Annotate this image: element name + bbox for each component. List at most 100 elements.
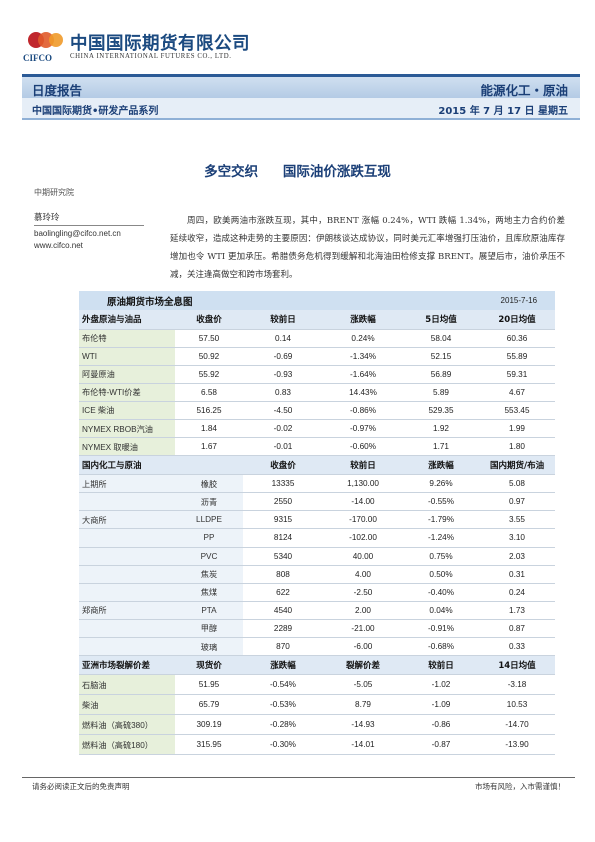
report-series: 中国国际期货•研发产品系列: [32, 106, 159, 117]
table-cell: 58.04: [403, 329, 480, 348]
table-cell: 52.15: [403, 347, 480, 366]
exchange-label: [79, 637, 175, 657]
section3-header-cell: 现货价: [175, 655, 243, 676]
table-cell: 0.14: [243, 329, 323, 348]
table-cell: 2289: [243, 619, 323, 639]
table-cell: -3.18: [479, 674, 556, 696]
summary-paragraph: 周四，欧美两油市涨跌互现，其中，BRENT 涨幅 0.24%，WTI 跌幅 1.…: [170, 216, 565, 280]
table-cell: 1.67: [175, 437, 243, 457]
product-label: PTA: [175, 601, 243, 620]
table-cell: 0.75%: [403, 547, 480, 566]
footer-divider: [22, 777, 575, 778]
product-label: 焦炭: [175, 565, 243, 584]
row-label: WTI: [79, 347, 175, 366]
table-row: 郑商所 PTA 4540 2.00 0.04% 1.73: [79, 601, 556, 620]
table-cell: 6.58: [175, 383, 243, 402]
product-label: 玻璃: [175, 637, 243, 657]
table-cell: 9315: [243, 510, 323, 530]
section1-header-cell: 20日均值: [479, 310, 556, 330]
company-name-en: CHINA INTERNATIONAL FUTURES CO., LTD.: [70, 53, 232, 60]
table-cell: -14.93: [323, 714, 404, 736]
table-cell: 0.83: [243, 383, 323, 402]
table-cell: -1.34%: [323, 347, 404, 366]
report-subheader-bar: 中国国际期货•研发产品系列 2015 年 7 月 17 日 星期五: [22, 98, 580, 120]
table-cell: 553.45: [479, 401, 556, 420]
section2-header-cell: 国内期货/布油: [479, 455, 556, 476]
table-cell: -0.93: [243, 365, 323, 384]
row-label: 阿曼原油: [79, 365, 175, 384]
footer-disclaimer: 请务必阅读正文后的免责声明: [32, 782, 130, 791]
product-label: PVC: [175, 547, 243, 566]
table-cell: 55.92: [175, 365, 243, 384]
website-link[interactable]: www.cifco.net: [34, 241, 83, 250]
page-title: 多空交织 国际油价涨跌互现: [0, 160, 595, 180]
table-cell: 1.84: [175, 419, 243, 439]
table-row: 焦煤 622 -2.50 -0.40% 0.24: [79, 583, 556, 602]
product-label: PP: [175, 528, 243, 548]
section2-header-row: 国内化工与原油 收盘价 较前日 涨跌幅 国内期货/布油: [79, 455, 556, 476]
table-cell: -0.68%: [403, 637, 480, 657]
exchange-label: [79, 583, 175, 602]
table-cell: 3.10: [479, 528, 556, 548]
exchange-label: 上期所: [79, 474, 175, 494]
section2-header-cell: 涨跌幅: [403, 455, 480, 476]
title-main: 多空交织: [204, 164, 259, 180]
row-label: NYMEX 取暖油: [79, 437, 175, 457]
table-cell: -14.70: [479, 714, 556, 736]
table-cell: 4.67: [479, 383, 556, 402]
table-cell: 56.89: [403, 365, 480, 384]
table-cell: -2.50: [323, 583, 404, 602]
section2-header-cell: 国内化工与原油: [79, 455, 175, 476]
table-cell: 5.08: [479, 474, 556, 494]
logo-mark-text: CIFCO: [23, 53, 52, 63]
author-email[interactable]: baolingling@cifco.net.cn: [34, 229, 121, 238]
row-label: 布伦特-WTI价差: [79, 383, 175, 402]
table-cell: 1.92: [403, 419, 480, 439]
table-cell: -0.30%: [243, 734, 323, 756]
footer-risk-warning: 市场有风险，入市需谨慎！: [475, 782, 565, 791]
table-row: NYMEX 取暖油 1.67 -0.01 -0.60% 1.71 1.80: [79, 437, 556, 457]
table-cell: 2.00: [323, 601, 404, 620]
table-cell: 10.53: [479, 694, 556, 716]
exchange-label: 大商所: [79, 510, 175, 530]
table-cell: 14.43%: [323, 383, 404, 402]
section2-header-cell: [175, 455, 243, 476]
table-cell: -5.05: [323, 674, 404, 696]
table-cell: 5340: [243, 547, 323, 566]
table-cell: 55.89: [479, 347, 556, 366]
table-cell: -0.54%: [243, 674, 323, 696]
table-row: 上期所 橡胶 13335 1,130.00 9.26% 5.08: [79, 474, 556, 494]
table-cell: 0.04%: [403, 601, 480, 620]
exchange-label: [79, 565, 175, 584]
table-cell: 8.79: [323, 694, 404, 716]
table-cell: 808: [243, 565, 323, 584]
table-row: 石脑油 51.95 -0.54% -5.05 -1.02 -3.18: [79, 674, 556, 696]
table-cell: 0.97: [479, 492, 556, 512]
table-cell: -0.02: [243, 419, 323, 439]
table-date: 2015-7-16: [403, 291, 556, 310]
table-cell: -0.28%: [243, 714, 323, 736]
row-label: 燃料油（高硫380）: [79, 714, 175, 736]
product-label: 焦煤: [175, 583, 243, 602]
table-row: 布伦特 57.50 0.14 0.24% 58.04 60.36: [79, 329, 556, 348]
table-cell: 0.33: [479, 637, 556, 657]
table-row: 阿曼原油 55.92 -0.93 -1.64% 56.89 59.31: [79, 365, 556, 384]
section3-header-cell: 涨跌幅: [243, 655, 323, 676]
report-header-bar: 日度报告 能源化工・原油: [22, 74, 580, 98]
table-cell: -0.91%: [403, 619, 480, 639]
row-label: ICE 柴油: [79, 401, 175, 420]
table-cell: -13.90: [479, 734, 556, 756]
author-divider: [34, 225, 144, 226]
table-row: NYMEX RBOB汽油 1.84 -0.02 -0.97% 1.92 1.99: [79, 419, 556, 439]
table-cell: -0.55%: [403, 492, 480, 512]
table-row: WTI 50.92 -0.69 -1.34% 52.15 55.89: [79, 347, 556, 366]
exchange-label: 郑商所: [79, 601, 175, 620]
table-cell: -102.00: [323, 528, 404, 548]
table-cell: -0.53%: [243, 694, 323, 716]
table-cell: 13335: [243, 474, 323, 494]
table-cell: 5.89: [403, 383, 480, 402]
exchange-label: [79, 492, 175, 512]
crude-oil-market-table: 原油期货市场全息图 2015-7-16 外盘原油与油品 收盘价 较前日 涨跌幅 5日均值…: [79, 291, 556, 756]
table-cell: 2550: [243, 492, 323, 512]
table-cell: 59.31: [479, 365, 556, 384]
